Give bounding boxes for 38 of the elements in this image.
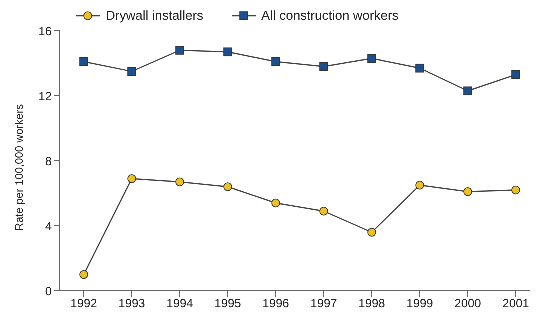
y-tick-label: 16 xyxy=(38,24,52,38)
point xyxy=(368,228,376,237)
x-tick-label: 1998 xyxy=(358,296,386,311)
x-tick-label: 1997 xyxy=(310,296,338,311)
point xyxy=(416,64,424,73)
x-tick-label: 2000 xyxy=(454,296,482,311)
point xyxy=(224,48,232,57)
point xyxy=(224,182,232,192)
y-tick-label: 8 xyxy=(45,154,52,168)
point xyxy=(176,46,184,55)
point xyxy=(368,54,376,64)
point xyxy=(512,70,520,80)
legend-label: All construction workers xyxy=(260,8,399,23)
point xyxy=(464,86,472,96)
x-tick-label: 1999 xyxy=(406,296,434,311)
point xyxy=(128,67,136,76)
point xyxy=(416,180,424,190)
point xyxy=(320,62,328,72)
x-tick-label: 1995 xyxy=(214,296,242,311)
point xyxy=(128,174,136,184)
y-tick-label: 4 xyxy=(45,219,52,234)
point xyxy=(320,206,328,216)
x-tick-label: 1996 xyxy=(262,296,290,311)
point xyxy=(272,198,280,208)
x-tick-label: 1993 xyxy=(118,296,146,311)
x-tick-label: 1992 xyxy=(70,296,98,311)
legend-label: Drywall installers xyxy=(105,8,204,23)
point xyxy=(176,178,184,187)
y-tick-label: 12 xyxy=(38,89,52,104)
y-tick-label: 0 xyxy=(45,284,52,298)
point xyxy=(512,186,520,195)
point xyxy=(80,270,88,280)
point xyxy=(272,57,280,66)
x-tick-label: 1994 xyxy=(166,296,194,311)
y-axis-title: Rate per 100,000 workers xyxy=(14,104,26,231)
x-tick-label: 2001 xyxy=(502,296,530,311)
point xyxy=(464,187,472,196)
point xyxy=(80,57,88,66)
